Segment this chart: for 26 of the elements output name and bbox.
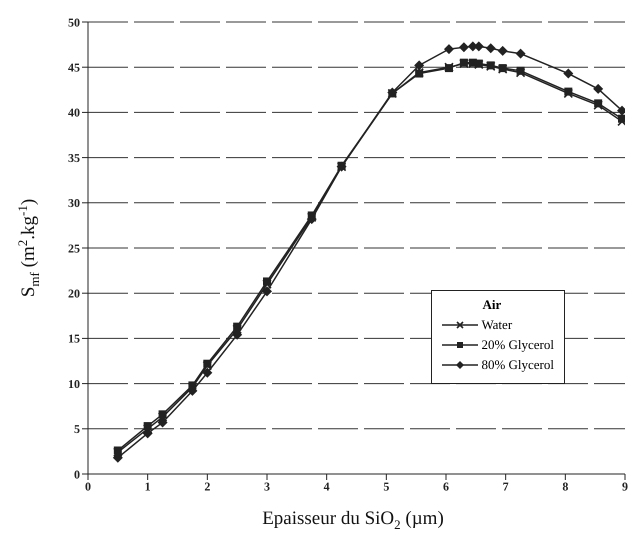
x-tick-label: 1	[144, 480, 151, 494]
y-tick-label: 35	[68, 150, 80, 165]
legend-label: 80% Glycerol	[481, 357, 554, 373]
y-tick-label: 20	[68, 286, 80, 300]
y-tick-label: 5	[74, 422, 80, 436]
legend-title: Air	[482, 297, 502, 313]
y-tick-label: 0	[74, 467, 80, 482]
x-tick-label: 2	[204, 480, 210, 494]
x-tick-label: 8	[562, 480, 568, 494]
x-tick-label: 5	[383, 480, 390, 494]
x-axis-title: Epaisseur du SiO$_{2}$ (µm)	[262, 508, 444, 532]
y-tick-label: 40	[68, 106, 80, 120]
y-tick-label: 10	[68, 376, 80, 391]
x-tick-label: 9	[622, 480, 628, 494]
y-tick-label: 25	[68, 241, 80, 256]
y-tick-label: 30	[68, 196, 80, 210]
legend-label: Water	[481, 317, 512, 333]
y-tick-label: 50	[68, 15, 80, 30]
x-tick-label: 0	[85, 480, 91, 494]
y-tick-label: 45	[68, 60, 80, 74]
x-tick-label: 4	[324, 480, 330, 494]
legend-label: 20% Glycerol	[481, 337, 554, 353]
x-tick-label: 6	[443, 480, 449, 494]
y-tick-label: 15	[68, 332, 80, 346]
x-tick-label: 3	[264, 480, 270, 494]
x-tick-label: 7	[502, 480, 509, 494]
